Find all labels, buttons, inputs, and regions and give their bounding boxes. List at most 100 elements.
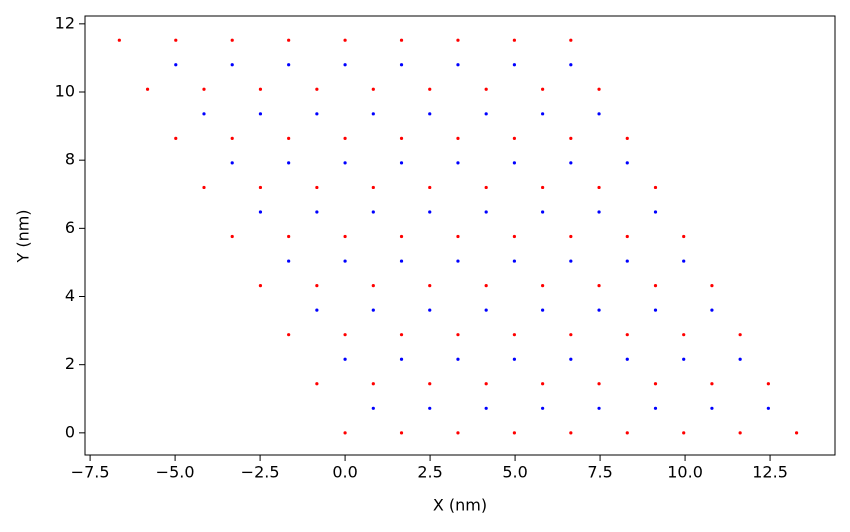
scatter-point xyxy=(117,38,121,42)
scatter-point xyxy=(287,136,291,140)
scatter-point xyxy=(569,63,573,67)
scatter-point xyxy=(315,382,319,386)
scatter-point xyxy=(371,382,375,386)
scatter-point xyxy=(399,161,404,165)
scatter-point xyxy=(738,333,742,337)
scatter-point xyxy=(315,308,319,312)
scatter-point xyxy=(399,333,404,337)
scatter-point xyxy=(512,259,516,263)
scatter-point xyxy=(597,87,601,91)
scatter-point xyxy=(541,406,545,410)
scatter-point xyxy=(625,136,629,140)
scatter-point xyxy=(174,63,178,67)
scatter-point xyxy=(484,406,488,410)
scatter-point xyxy=(343,136,347,140)
scatter-point xyxy=(682,259,686,263)
scatter-point xyxy=(569,234,573,239)
scatter-point xyxy=(625,234,629,239)
scatter-point xyxy=(399,234,404,239)
scatter-point xyxy=(428,406,432,410)
scatter-point xyxy=(230,136,234,140)
scatter-point xyxy=(399,136,404,140)
scatter-point xyxy=(653,308,658,312)
scatter-point xyxy=(541,284,545,288)
scatter-point xyxy=(512,161,516,165)
scatter-point xyxy=(597,406,601,410)
scatter-point xyxy=(682,357,686,361)
scatter-point xyxy=(258,87,263,91)
x-tick-label: 0.0 xyxy=(332,463,357,482)
scatter-point xyxy=(456,136,460,140)
scatter-point xyxy=(484,284,488,288)
x-tick-label: −7.5 xyxy=(71,463,110,482)
scatter-point xyxy=(512,63,516,67)
y-tick-label: 6 xyxy=(65,218,75,237)
scatter-point xyxy=(512,431,516,435)
scatter-point xyxy=(597,308,601,312)
scatter-point xyxy=(202,185,206,190)
scatter-point xyxy=(597,112,601,116)
scatter-point xyxy=(428,308,432,312)
x-tick-label: 7.5 xyxy=(587,463,612,482)
scatter-point xyxy=(230,234,234,239)
scatter-point xyxy=(315,185,319,190)
scatter-point xyxy=(145,87,150,91)
scatter-point xyxy=(484,185,488,190)
x-axis-label: X (nm) xyxy=(433,496,487,515)
scatter-point xyxy=(710,284,714,288)
x-tick-label: 2.5 xyxy=(417,463,442,482)
scatter-point xyxy=(541,210,545,214)
scatter-point xyxy=(710,406,714,410)
scatter-point xyxy=(343,63,347,67)
scatter-point xyxy=(456,161,460,165)
scatter-point xyxy=(315,284,319,288)
scatter-point xyxy=(456,63,460,67)
y-tick-label: 8 xyxy=(65,150,75,169)
scatter-point xyxy=(625,161,629,165)
x-tick-label: −5.0 xyxy=(156,463,195,482)
scatter-point xyxy=(569,431,573,435)
scatter-point xyxy=(287,333,291,337)
scatter-point xyxy=(766,382,770,386)
scatter-point xyxy=(343,161,347,165)
scatter-point xyxy=(258,284,263,288)
scatter-point xyxy=(343,259,347,263)
scatter-point xyxy=(625,333,629,337)
scatter-point xyxy=(371,308,375,312)
scatter-point xyxy=(399,357,404,361)
x-tick-label: 10.0 xyxy=(667,463,703,482)
scatter-point xyxy=(371,210,375,214)
scatter-point xyxy=(315,210,319,214)
scatter-point xyxy=(399,63,404,67)
scatter-point xyxy=(484,382,488,386)
scatter-point xyxy=(371,185,375,190)
scatter-point xyxy=(230,38,234,42)
scatter-point xyxy=(428,87,432,91)
scatter-point xyxy=(428,284,432,288)
scatter-point xyxy=(456,259,460,263)
scatter-point xyxy=(569,333,573,337)
scatter-point xyxy=(343,38,347,42)
scatter-point xyxy=(653,406,658,410)
scatter-point xyxy=(371,406,375,410)
scatter-point xyxy=(399,38,404,42)
scatter-point xyxy=(682,333,686,337)
scatter-point xyxy=(343,333,347,337)
scatter-point xyxy=(569,357,573,361)
scatter-point xyxy=(258,112,263,116)
scatter-point xyxy=(653,284,658,288)
scatter-point xyxy=(625,431,629,435)
scatter-point xyxy=(710,308,714,312)
y-tick-label: 12 xyxy=(55,13,75,32)
scatter-point xyxy=(230,63,234,67)
scatter-point xyxy=(456,234,460,239)
scatter-point xyxy=(710,382,714,386)
scatter-point xyxy=(597,382,601,386)
scatter-point xyxy=(484,87,488,91)
scatter-point xyxy=(230,161,234,165)
scatter-point xyxy=(202,87,206,91)
scatter-point xyxy=(287,38,291,42)
scatter-point xyxy=(512,234,516,239)
scatter-point xyxy=(653,382,658,386)
